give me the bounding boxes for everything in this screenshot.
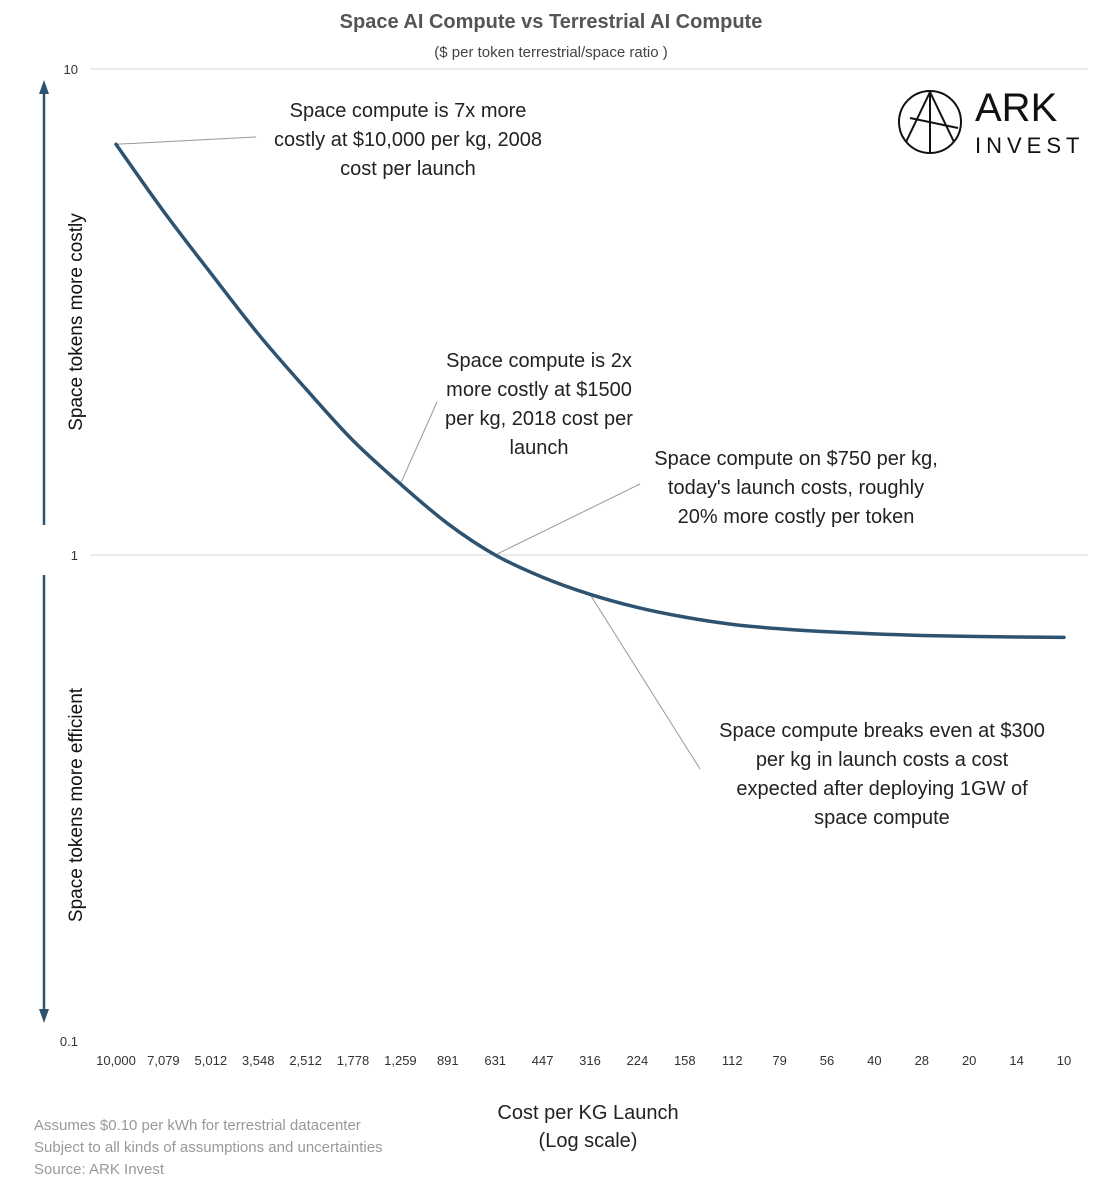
x-tick-label: 79	[772, 1053, 786, 1068]
x-axis-ticks: 10,000 7,079 5,012 3,548 2,512 1,778 1,259 891 6…	[96, 1053, 1071, 1068]
arrow-down-head	[39, 1009, 49, 1023]
x-tick-label: 112	[722, 1053, 743, 1068]
logo-text-ark: ARK	[975, 86, 1058, 130]
x-tick-label: 3,548	[242, 1053, 275, 1068]
annotation-leader-line	[494, 483, 641, 556]
series-group	[114, 142, 1066, 640]
y-tick-label: 1	[71, 548, 78, 563]
annotation-text-line: 20% more costly per token	[678, 506, 915, 528]
annotation-text-line: Space compute is 2x	[446, 350, 632, 372]
annotation-text-line: cost per launch	[340, 158, 476, 180]
x-tick-label: 891	[437, 1053, 459, 1068]
x-tick-label: 158	[674, 1053, 696, 1068]
x-tick-label: 10	[1057, 1053, 1071, 1068]
x-tick-label: 2,512	[289, 1053, 322, 1068]
annotation-leader-line	[115, 136, 257, 145]
annotation-text-line: Space compute breaks even at $300	[719, 720, 1045, 742]
ark-logo-mark-icon	[898, 90, 962, 154]
ark-invest-logo: ARK INVEST	[898, 86, 1084, 158]
x-tick-label: 10,000	[96, 1053, 136, 1068]
annotation-text-line: per kg in launch costs a cost	[756, 749, 1009, 771]
x-tick-label: 1,259	[384, 1053, 417, 1068]
x-tick-label: 631	[484, 1053, 506, 1068]
chart-subtitle: ($ per token terrestrial/space ratio )	[434, 44, 667, 61]
annotation-text-line: today's launch costs, roughly	[668, 477, 924, 499]
annotation-text-line: costly at $10,000 per kg, 2008	[274, 129, 542, 151]
annotation-text-line: per kg, 2018 cost per	[445, 408, 633, 430]
side-label-upper: Space tokens more costly	[66, 213, 87, 431]
x-tick-label: 28	[915, 1053, 929, 1068]
annotation-text-line: expected after deploying 1GW of	[736, 778, 1028, 800]
annotations: Space compute is 7x more costly at $10,00…	[274, 100, 1045, 829]
x-tick-label: 1,778	[337, 1053, 370, 1068]
footnote-1: Assumes $0.10 per kWh for terrestrial da…	[34, 1117, 361, 1134]
x-tick-label: 56	[820, 1053, 834, 1068]
annotation-text-line: launch	[510, 437, 569, 459]
annotation-text-line: space compute	[814, 807, 950, 829]
annotation-leader-line	[399, 401, 438, 485]
annotation-leader-line	[589, 594, 701, 770]
x-tick-label: 40	[867, 1053, 881, 1068]
annotation-leaders	[115, 136, 701, 770]
annotation-text-line: Space compute is 7x more	[290, 100, 527, 122]
arrow-up-head	[39, 80, 49, 94]
annotation-text-line: more costly at $1500	[446, 379, 632, 401]
y-tick-label: 0.1	[60, 1034, 78, 1049]
x-axis-title-line2: (Log scale)	[539, 1130, 638, 1152]
x-axis-title-line1: Cost per KG Launch	[497, 1102, 678, 1124]
side-label-lower: Space tokens more efficient	[66, 687, 87, 922]
x-tick-label: 316	[579, 1053, 601, 1068]
gridlines	[90, 68, 1088, 556]
footnote-2: Subject to all kinds of assumptions and …	[34, 1139, 383, 1156]
chart-title: Space AI Compute vs Terrestrial AI Compu…	[340, 11, 763, 33]
x-tick-label: 224	[627, 1053, 649, 1068]
y-tick-label: 10	[64, 62, 78, 77]
footnote-3: Source: ARK Invest	[34, 1161, 165, 1178]
x-tick-label: 14	[1009, 1053, 1023, 1068]
y-axis-ticks: 10 1 0.1	[60, 62, 78, 1049]
logo-text-invest: INVEST	[975, 133, 1084, 158]
x-tick-label: 7,079	[147, 1053, 180, 1068]
x-tick-label: 447	[532, 1053, 554, 1068]
x-tick-label: 20	[962, 1053, 976, 1068]
side-arrows	[39, 80, 49, 1023]
x-tick-label: 5,012	[195, 1053, 228, 1068]
annotation-text-line: Space compute on $750 per kg,	[654, 448, 938, 470]
